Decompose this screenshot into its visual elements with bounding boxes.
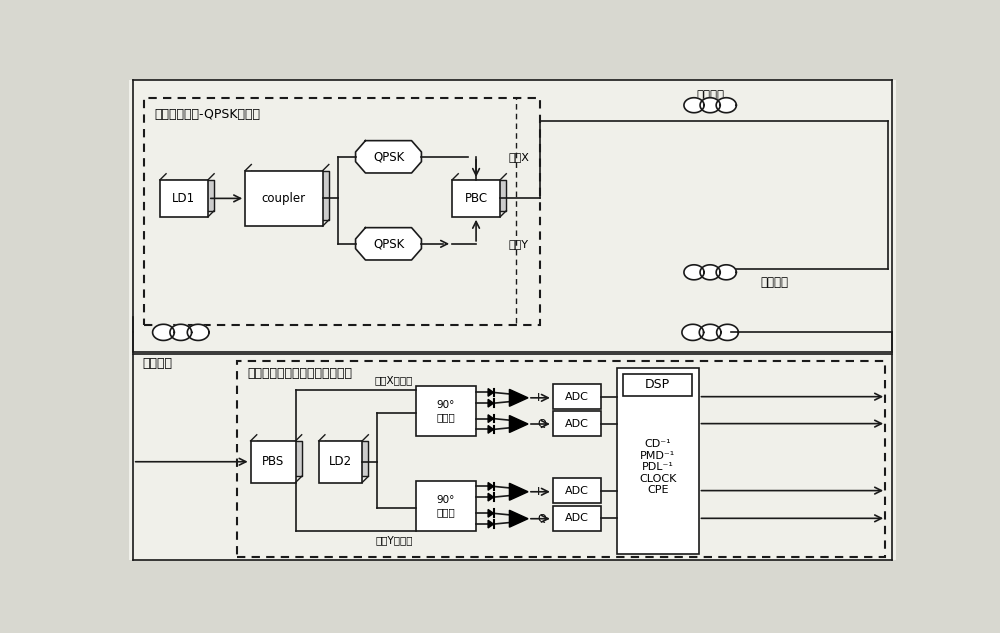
Text: 传输光纤: 传输光纤: [761, 276, 788, 289]
Text: Q: Q: [537, 419, 546, 429]
Bar: [452, 180, 500, 217]
Polygon shape: [356, 228, 421, 260]
Text: ADC: ADC: [565, 513, 589, 523]
Polygon shape: [153, 324, 174, 341]
Polygon shape: [488, 399, 494, 407]
Polygon shape: [257, 441, 302, 477]
Polygon shape: [699, 324, 721, 341]
Polygon shape: [509, 483, 528, 500]
Text: 偏振X光信号: 偏振X光信号: [375, 375, 413, 385]
Polygon shape: [488, 493, 494, 501]
Text: CD⁻¹
PMD⁻¹
PDL⁻¹
CLOCK
CPE: CD⁻¹ PMD⁻¹ PDL⁻¹ CLOCK CPE: [639, 439, 676, 495]
Polygon shape: [682, 324, 704, 341]
Bar: [553, 506, 601, 531]
Text: 单载波双偏振-QPSK发射机: 单载波双偏振-QPSK发射机: [154, 108, 260, 120]
Text: QPSK: QPSK: [373, 150, 404, 163]
Text: LD1: LD1: [172, 192, 195, 205]
Text: LD2: LD2: [329, 455, 352, 468]
Text: QPSK: QPSK: [373, 237, 404, 250]
Text: I: I: [537, 487, 541, 497]
Polygon shape: [488, 425, 494, 433]
Polygon shape: [458, 180, 506, 211]
Bar: [237, 361, 885, 557]
Text: PBS: PBS: [262, 455, 284, 468]
Text: Q: Q: [537, 514, 546, 523]
Polygon shape: [488, 415, 494, 422]
Polygon shape: [488, 520, 494, 528]
Polygon shape: [684, 265, 704, 280]
Text: 90°
混频器: 90° 混频器: [436, 401, 455, 422]
Text: ADC: ADC: [565, 486, 589, 496]
Text: 传输光纤: 传输光纤: [696, 89, 724, 102]
Bar: [617, 368, 698, 554]
Bar: [160, 180, 208, 217]
Text: 传输光纤: 传输光纤: [142, 357, 172, 370]
Text: DSP: DSP: [645, 379, 670, 391]
Polygon shape: [488, 389, 494, 396]
Text: 偏振Y光信号: 偏振Y光信号: [376, 536, 413, 545]
Polygon shape: [509, 510, 528, 527]
Polygon shape: [717, 324, 738, 341]
Text: 90°
混频器: 90° 混频器: [436, 495, 455, 517]
Polygon shape: [251, 171, 329, 220]
Bar: [251, 441, 296, 482]
Bar: [553, 411, 601, 436]
Text: 单载波双偏振相干电处理接收机: 单载波双偏振相干电处理接收机: [247, 367, 352, 380]
Bar: [553, 384, 601, 410]
Text: ADC: ADC: [565, 418, 589, 429]
Polygon shape: [325, 441, 368, 477]
Bar: [245, 171, 323, 226]
Polygon shape: [716, 265, 736, 280]
Text: I: I: [537, 393, 541, 403]
Text: ADC: ADC: [565, 392, 589, 402]
Bar: [553, 478, 601, 503]
Bar: [319, 441, 362, 482]
Text: PBC: PBC: [465, 192, 488, 205]
Polygon shape: [716, 97, 736, 113]
Text: coupler: coupler: [262, 192, 306, 205]
Polygon shape: [509, 389, 528, 406]
Polygon shape: [356, 141, 421, 173]
Bar: [416, 481, 476, 531]
Polygon shape: [170, 324, 192, 341]
Bar: [144, 97, 540, 325]
Polygon shape: [509, 415, 528, 432]
Text: 偏振Y: 偏振Y: [509, 239, 529, 249]
Text: 偏振X: 偏振X: [509, 152, 530, 162]
Polygon shape: [187, 324, 209, 341]
Bar: [623, 374, 692, 396]
Polygon shape: [488, 482, 494, 490]
Polygon shape: [684, 97, 704, 113]
Polygon shape: [488, 510, 494, 517]
Polygon shape: [166, 180, 214, 211]
Polygon shape: [700, 97, 720, 113]
Polygon shape: [700, 265, 720, 280]
Bar: [416, 386, 476, 436]
